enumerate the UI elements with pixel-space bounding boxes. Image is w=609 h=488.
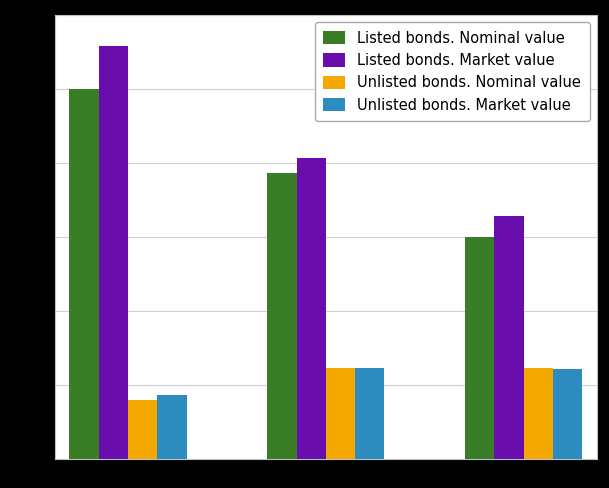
Legend: Listed bonds. Nominal value, Listed bonds. Market value, Unlisted bonds. Nominal: Listed bonds. Nominal value, Listed bond… (315, 22, 590, 122)
Bar (69, 89, 99, 459)
Bar (267, 173, 297, 459)
Bar (553, 369, 582, 459)
Bar (157, 395, 186, 459)
Bar (355, 368, 384, 459)
Bar (297, 159, 326, 459)
Bar (326, 368, 355, 459)
Bar (99, 46, 128, 459)
Bar (128, 400, 157, 459)
Bar (465, 237, 495, 459)
Bar (495, 216, 524, 459)
Bar (524, 368, 553, 459)
